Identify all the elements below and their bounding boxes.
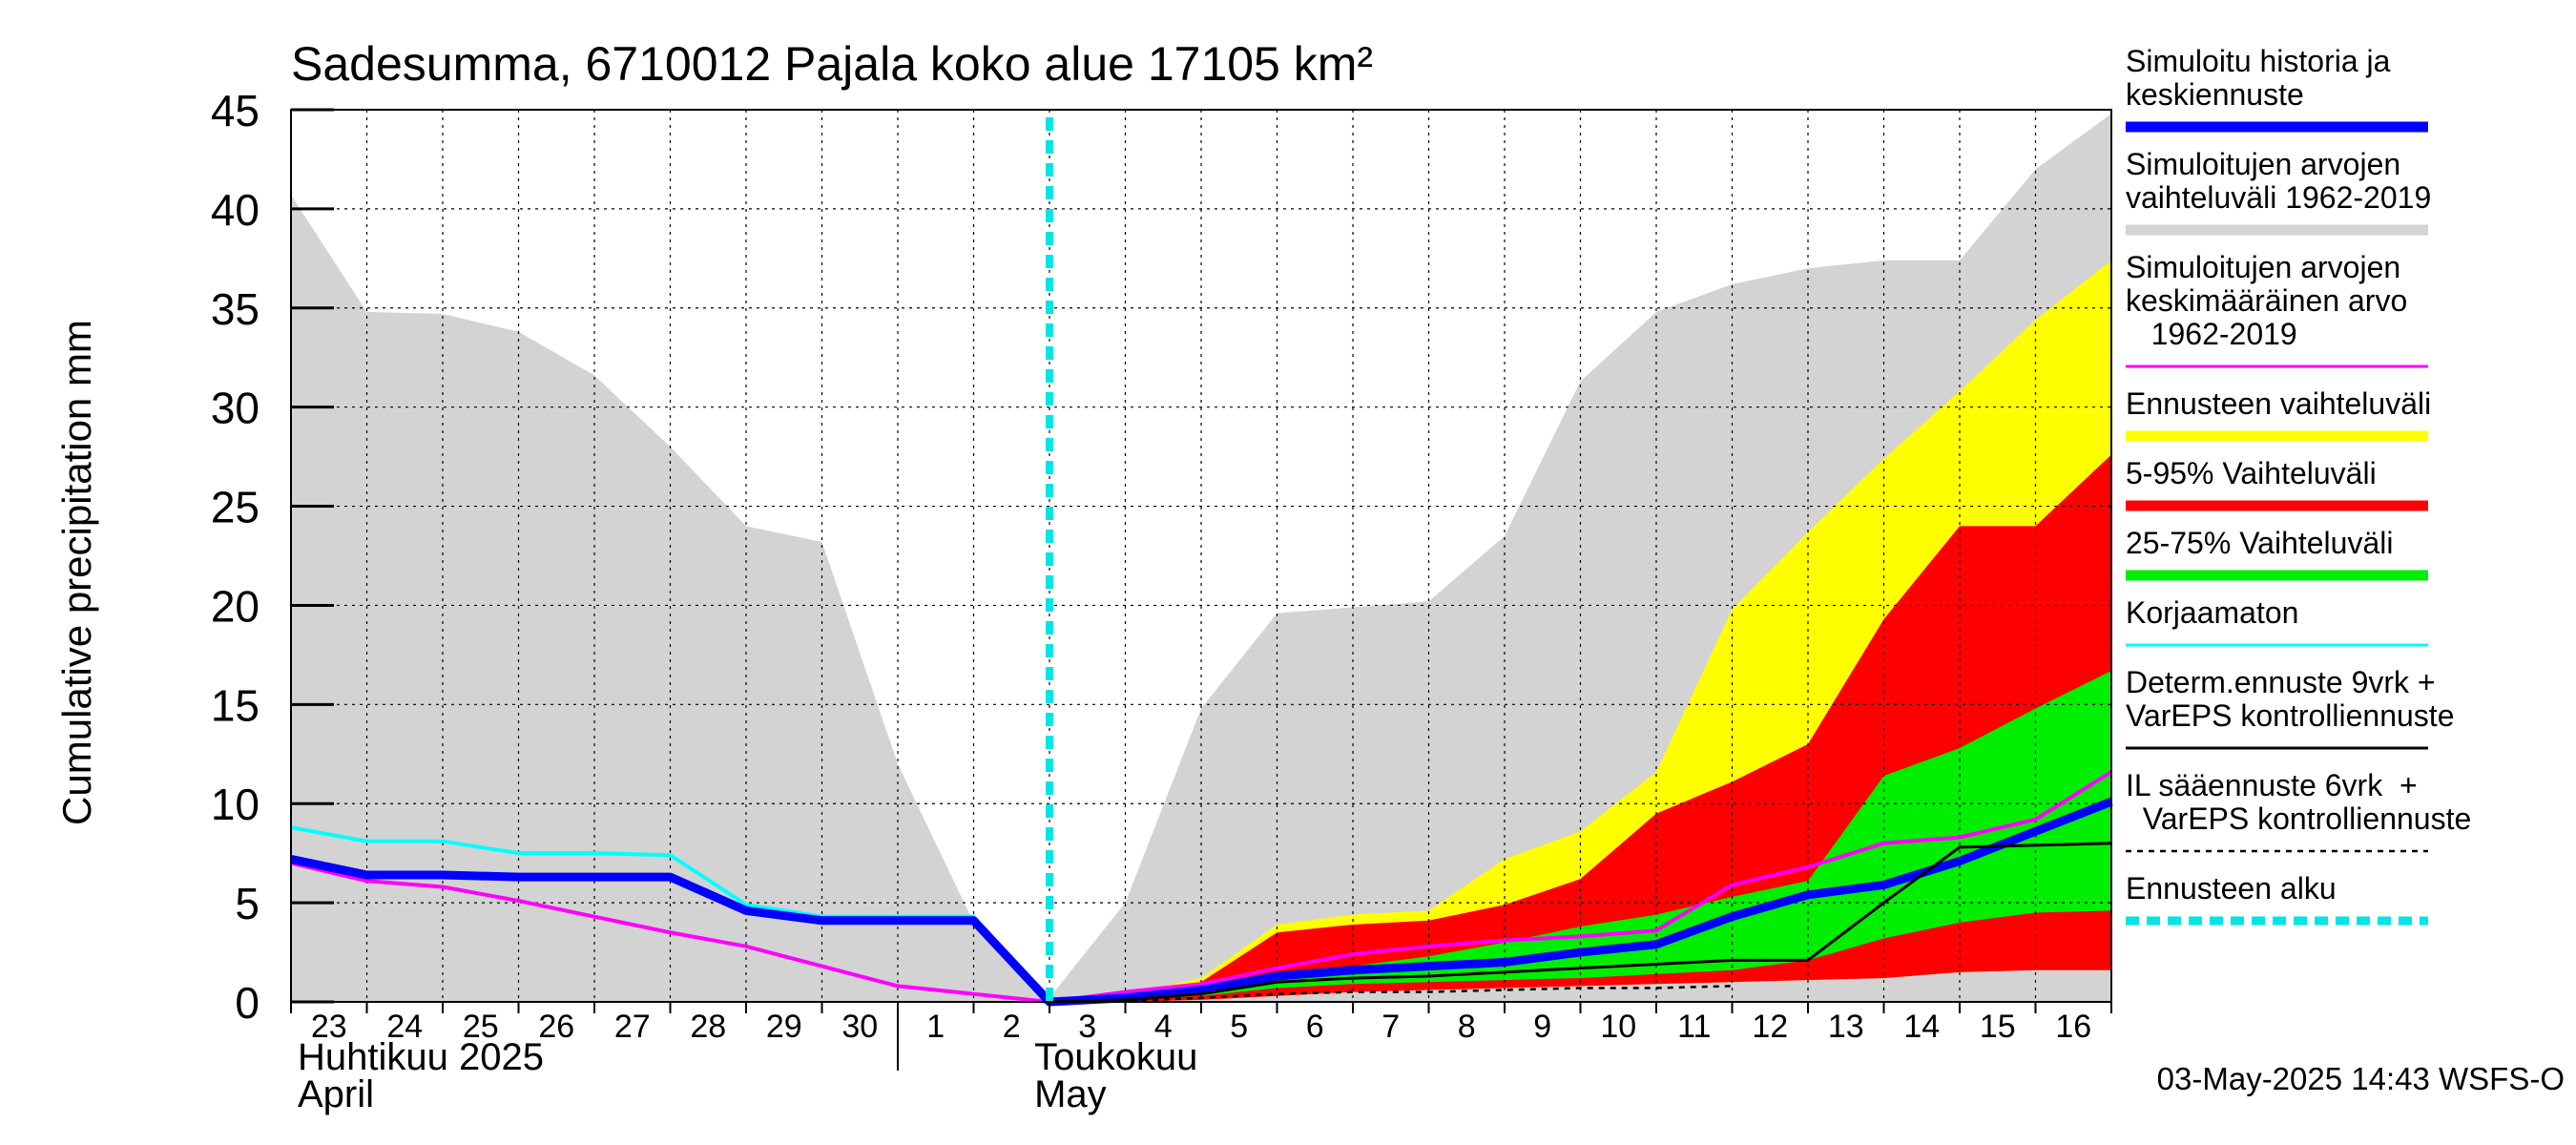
legend-label: keskimääräinen arvo [2126,283,2407,318]
legend-label: VarEPS kontrolliennuste [2126,802,2471,836]
y-tick-label: 20 [211,581,260,631]
x-day-label: 4 [1154,1009,1173,1045]
timestamp: 03-May-2025 14:43 WSFS-O [2157,1061,2565,1096]
x-day-label: 13 [1828,1009,1864,1045]
x-day-label: 25 [463,1009,499,1045]
x-day-label: 6 [1306,1009,1324,1045]
x-day-label: 7 [1381,1009,1400,1045]
band-3 [1049,671,2111,1002]
x-day-label: 27 [614,1009,651,1045]
legend-label: Determ.ennuste 9vrk + [2126,665,2436,699]
series-line-2 [290,797,2113,1007]
y-tick-label: 45 [211,86,260,135]
y-tick-label: 35 [211,284,260,334]
x-day-label: 5 [1230,1009,1248,1045]
legend-item: Korjaamaton [2126,595,2428,647]
y-axis-label: Cumulative precipitation mm [54,320,99,825]
x-day-label: 1 [926,1009,945,1045]
y-tick-label: 10 [211,780,260,829]
plot-area [290,109,2113,1007]
legend-label: keskiennuste [2126,77,2304,112]
legend-item: Ennusteen vaihteluväli [2126,386,2431,442]
series-line-0 [290,770,2113,1004]
y-tick-label: 0 [235,978,260,1028]
legend-item: 25-75% Vaihteluväli [2126,526,2428,581]
x-day-label: 11 [1677,1009,1711,1045]
legend-label: Simuloitu historia ja [2126,44,2391,78]
x-day-label: 14 [1903,1009,1940,1045]
month-label-en: April [298,1073,374,1115]
month-label-en: May [1034,1073,1107,1115]
legend-label: Simuloitujen arvojen [2126,147,2400,181]
x-day-label: 26 [538,1009,574,1045]
legend-label: Korjaamaton [2126,595,2298,630]
legend: Simuloitu historia jakeskiennusteSimuloi… [2126,44,2471,926]
legend-item: Determ.ennuste 9vrk +VarEPS kontrollienn… [2126,665,2454,750]
x-day-label: 29 [766,1009,802,1045]
legend-item: 5-95% Vaihteluväli [2126,456,2428,511]
x-day-label: 9 [1533,1009,1551,1045]
series-line-3 [1049,842,2112,1004]
x-day-label: 30 [841,1009,878,1045]
month-label-fi: Toukokuu [1034,1036,1197,1078]
legend-item: Ennusteen alku [2126,871,2428,926]
x-day-label: 24 [386,1009,423,1045]
y-tick-label: 15 [211,680,260,730]
chart-title: Sadesumma, 6710012 Pajala koko alue 1710… [291,37,1373,91]
legend-label: 25-75% Vaihteluväli [2126,526,2393,560]
legend-label: 5-95% Vaihteluväli [2126,456,2377,490]
legend-label: IL sääennuste 6vrk + [2126,768,2418,802]
legend-label: 1962-2019 [2126,317,2297,351]
x-day-label: 3 [1078,1009,1096,1045]
legend-label: Ennusteen vaihteluväli [2126,386,2431,421]
x-day-label: 10 [1600,1009,1636,1045]
legend-label: Simuloitujen arvojen [2126,250,2400,284]
x-day-label: 8 [1458,1009,1476,1045]
x-day-label: 2 [1003,1009,1021,1045]
x-day-label: 12 [1752,1009,1788,1045]
y-tick-label: 5 [235,879,260,928]
legend-label: VarEPS kontrolliennuste [2126,698,2454,733]
x-day-label: 28 [690,1009,726,1045]
y-tick-label: 30 [211,384,260,433]
x-day-label: 16 [2055,1009,2091,1045]
legend-label: vaihteluväli 1962-2019 [2126,180,2431,215]
x-day-label: 23 [311,1009,347,1045]
legend-item: IL sääennuste 6vrk + VarEPS kontrollienn… [2126,768,2471,853]
y-tick-label: 40 [211,185,260,235]
y-tick-label: 25 [211,483,260,532]
legend-label: Ennusteen alku [2126,871,2337,906]
month-label-fi: Huhtikuu 2025 [298,1036,544,1078]
x-day-label: 15 [1980,1009,2016,1045]
